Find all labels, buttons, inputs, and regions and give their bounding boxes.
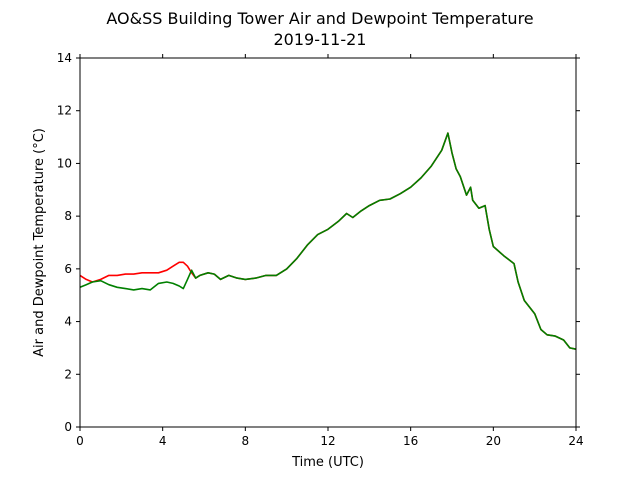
y-tick-label-7: 14 xyxy=(57,51,72,65)
x-tick-label-5: 20 xyxy=(486,434,501,448)
x-tick-label-6: 24 xyxy=(568,434,583,448)
y-tick-label-4: 8 xyxy=(64,209,72,223)
y-tick-label-3: 6 xyxy=(64,262,72,276)
y-tick-label-0: 0 xyxy=(64,420,72,434)
y-tick-label-5: 10 xyxy=(57,156,72,170)
x-tick-label-4: 16 xyxy=(403,434,418,448)
chart-title-line-1: AO&SS Building Tower Air and Dewpoint Te… xyxy=(106,9,533,28)
series-layer xyxy=(79,132,577,350)
y-tick-label-6: 12 xyxy=(57,104,72,118)
x-tick-label-1: 4 xyxy=(159,434,167,448)
x-axis-label: Time (UTC) xyxy=(291,455,364,470)
chart-title-line-2: 2019-11-21 xyxy=(274,30,367,49)
plot-frame xyxy=(79,57,577,428)
x-tick-label-3: 12 xyxy=(320,434,335,448)
x-tick-label-2: 8 xyxy=(242,434,250,448)
series-line-2 xyxy=(79,132,577,350)
y-tick-label-2: 4 xyxy=(64,315,72,329)
x-tick-label-0: 0 xyxy=(76,434,84,448)
y-tick-label-1: 2 xyxy=(64,367,72,381)
series-line-1 xyxy=(79,132,577,350)
y-axis-label: Air and Dewpoint Temperature (°C) xyxy=(32,128,47,357)
